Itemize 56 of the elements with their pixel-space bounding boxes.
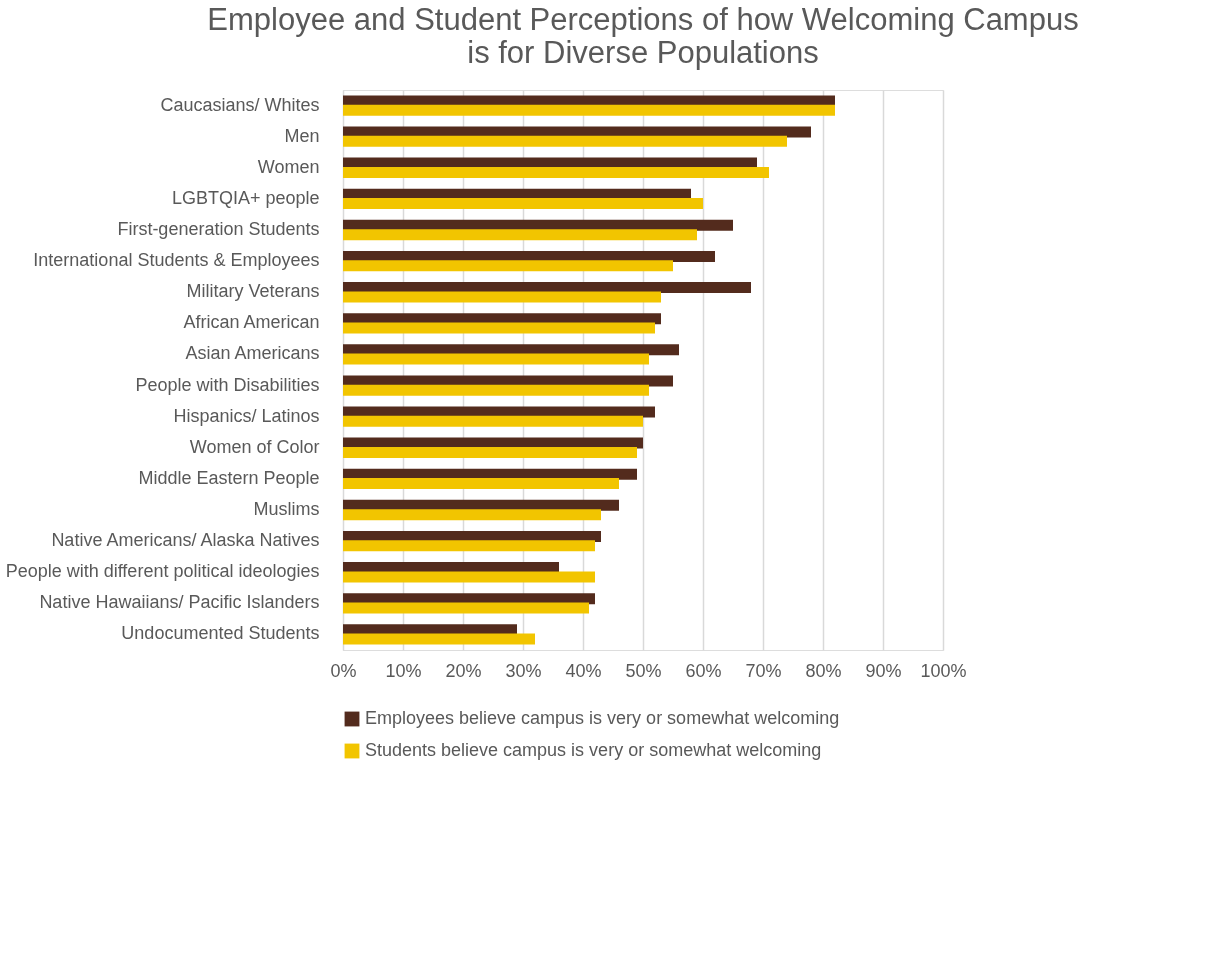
- x-tick-label: 70%: [745, 660, 782, 681]
- x-tick-label: 10%: [385, 660, 422, 681]
- bar: [343, 104, 835, 116]
- bar: [343, 384, 649, 396]
- y-tick-label: First-generation Students: [117, 219, 320, 239]
- bar: [343, 593, 595, 605]
- bar: [343, 322, 655, 334]
- x-tick-label: 90%: [865, 660, 902, 681]
- y-tick-label: Native Americans/ Alaska Natives: [51, 530, 320, 551]
- y-tick-label: Hispanics/ Latinos: [173, 405, 320, 426]
- y-tick-label: Asian Americans: [185, 343, 320, 364]
- legend-label: Employees believe campus is very or somewhat welcoming: [365, 708, 840, 728]
- bar: [343, 95, 835, 107]
- bar: [343, 602, 589, 614]
- bar: [343, 624, 517, 636]
- x-tick-label: 30%: [505, 660, 542, 681]
- y-tick-label: LGBTQIA+ people: [171, 187, 320, 208]
- y-tick-label: African American: [183, 312, 320, 333]
- bar: [343, 571, 595, 583]
- bar: [343, 166, 769, 178]
- y-tick-label: People with different political ideologies: [5, 561, 320, 582]
- y-tick-label: Middle Eastern People: [138, 467, 320, 488]
- y-tick-label: Caucasians/ Whites: [160, 94, 320, 115]
- bar: [343, 540, 595, 552]
- x-tick-label: 0%: [330, 660, 357, 681]
- y-tick-label: Muslims: [253, 499, 320, 519]
- bar: [343, 509, 601, 521]
- y-tick-label: Military Veterans: [186, 281, 320, 302]
- y-tick-label: People with Disabilities: [135, 374, 320, 395]
- bar: [343, 313, 661, 325]
- legend-label: Students believe campus is very or somewhat welcoming: [365, 740, 822, 760]
- y-tick-label: International Students & Employees: [33, 250, 320, 271]
- x-tick-label: 80%: [805, 660, 842, 681]
- bar: [343, 375, 673, 387]
- y-tick-label: Men: [284, 125, 320, 146]
- bar: [343, 135, 787, 147]
- bar: [343, 229, 697, 241]
- y-tick-label: Native Hawaiians/ Pacific Islanders: [39, 592, 320, 613]
- x-tick-label: 20%: [445, 660, 482, 681]
- bar: [343, 415, 643, 427]
- bar: [343, 353, 649, 365]
- bar: [343, 198, 703, 210]
- x-tick-label: 60%: [685, 660, 722, 681]
- x-tick-label: 100%: [920, 660, 967, 681]
- x-tick-label: 50%: [625, 660, 662, 681]
- text: Employee and Student Perceptions of how Welcoming Campus: [207, 2, 1079, 37]
- bar: [343, 260, 673, 272]
- x-tick-label: 40%: [565, 660, 602, 681]
- bar: [343, 478, 619, 490]
- bar: [343, 446, 637, 458]
- bar: [343, 633, 535, 645]
- bar: [343, 291, 661, 303]
- y-tick-label: Undocumented Students: [121, 623, 320, 644]
- y-tick-label: Women: [257, 156, 320, 177]
- y-tick-label: Women of Color: [189, 436, 320, 457]
- bar: [343, 344, 679, 356]
